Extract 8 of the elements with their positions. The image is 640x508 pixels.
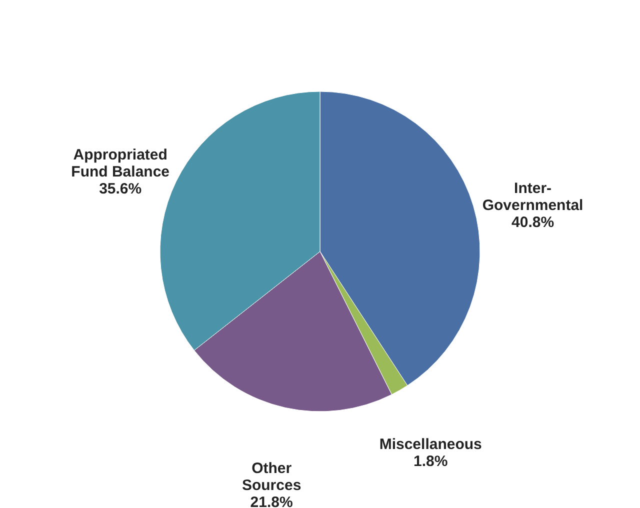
data-label: 35.6% [99,180,142,198]
slice-label: Other Sources [242,460,302,494]
data-label: 1.8% [413,452,448,470]
slice-label: Inter-Governmental [482,180,584,214]
slice-label: Appropriated Fund Balance [71,146,170,180]
data-label: 21.8% [250,494,293,508]
slice-label: Miscellaneous [379,436,482,453]
data-label: 40.8% [512,214,554,232]
